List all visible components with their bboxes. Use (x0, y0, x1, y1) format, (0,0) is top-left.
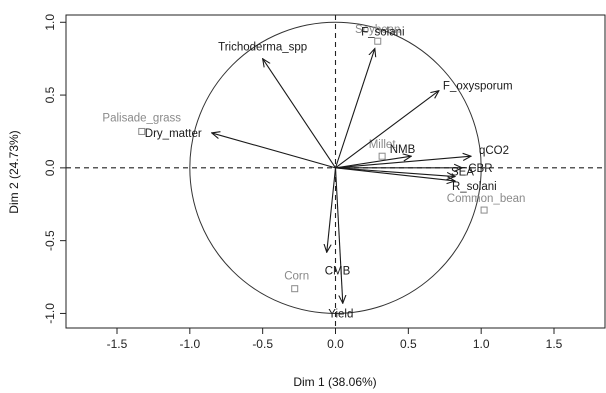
vector-arrow (335, 167, 455, 181)
x-tick-label: 0.0 (327, 337, 344, 351)
vector-label: qCO2 (479, 145, 509, 157)
vector-label: F_solani (361, 26, 404, 38)
vector-arrow (335, 156, 412, 169)
x-tick-label: -0.5 (252, 337, 273, 351)
x-tick-label: 1.0 (473, 337, 490, 351)
y-tick-label: 0.0 (43, 159, 57, 176)
point-label: Millet (369, 139, 397, 151)
point-label: Soybean (355, 24, 400, 36)
x-tick-label: 0.5 (400, 337, 417, 351)
vector-arrow (335, 91, 439, 169)
vector-label: F_oxysporum (443, 81, 513, 93)
point-marker (374, 37, 382, 45)
point-label: Palisade_grass (102, 112, 181, 124)
point-marker (378, 152, 386, 160)
vector-arrow (263, 59, 336, 169)
y-tick-label: -1.0 (43, 303, 57, 324)
point-label: Common_bean (447, 193, 526, 205)
x-tick-label: -1.0 (179, 337, 200, 351)
vector-arrow (335, 167, 455, 177)
vector-arrow (334, 167, 343, 303)
point-marker (480, 206, 488, 214)
y-tick-label: 1.0 (43, 14, 57, 31)
vector-arrow (212, 133, 336, 169)
vector-label: Trichoderma_spp (218, 42, 307, 54)
vector-label: SEA (451, 167, 474, 179)
x-tick-label: 1.5 (546, 337, 563, 351)
y-tick-label: 0.5 (43, 86, 57, 103)
plot-frame (65, 14, 606, 329)
vector-label: Dry_matter (145, 128, 202, 140)
vector-label: R_solani (452, 181, 497, 193)
vector-label: NMB (390, 144, 416, 156)
y-tick-label: -0.5 (43, 230, 57, 251)
vector-arrow (327, 167, 337, 252)
point-marker (138, 127, 146, 135)
y-axis-title: Dim 2 (24.73%) (7, 130, 21, 213)
point-label: Corn (284, 271, 309, 283)
x-axis-title: Dim 1 (38.06%) (293, 375, 376, 389)
vector-label: CMB (325, 265, 351, 277)
x-tick-label: -1.5 (107, 337, 128, 351)
vector-label: Yield (328, 308, 353, 320)
vector-arrow (335, 156, 471, 169)
point-marker (291, 285, 299, 293)
vector-arrow (334, 48, 375, 169)
vector-label: CBR (468, 163, 492, 175)
